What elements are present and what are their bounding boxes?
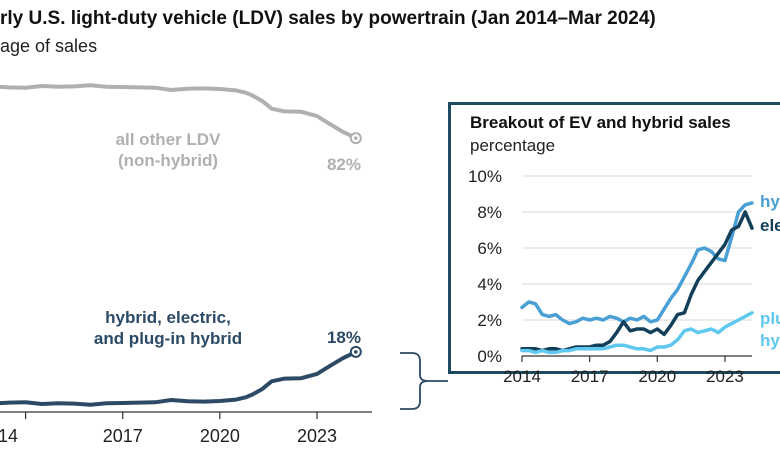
inset-grid	[522, 175, 752, 321]
series-end-marker-dot	[354, 350, 358, 354]
chart-subtitle: age of sales	[0, 36, 98, 56]
inset-x-tick-label: 2020	[638, 367, 676, 386]
inset-y-tick-label: 8%	[477, 203, 502, 222]
inset-label-hybrid: hy	[760, 192, 780, 211]
inset-series-line-electric	[520, 210, 754, 353]
inset-x-tick-label: 2014	[503, 367, 541, 386]
inset-y-tick-label: 4%	[477, 275, 502, 294]
annotation-electrified-value: 18%	[327, 328, 361, 347]
inset-label-plug-in-hybrid-line1: plu	[760, 309, 780, 328]
inset-y-tick-label: 2%	[477, 311, 502, 330]
inset-y-tick-label: 10%	[468, 167, 502, 186]
inset-series-labels: hy ele plu hy	[760, 192, 780, 350]
series-line-all-other-ldv-non-hybrid	[0, 83, 358, 141]
inset-x-tick-label: 2023	[706, 367, 744, 386]
main-x-axis: 14 2017 2020 2023	[0, 411, 372, 446]
inset-label-plug-in-hybrid-line2: hy	[760, 331, 780, 350]
annotation-non-hybrid-line1: all other LDV	[116, 130, 222, 149]
inset-series-line-plug-in-hybrid	[520, 311, 754, 355]
inset-series-group	[520, 201, 754, 355]
inset-y-tick-label: 0%	[477, 347, 502, 366]
annotation-electrified-line2: and plug-in hybrid	[94, 329, 242, 348]
annotation-non-hybrid-line2: (non-hybrid)	[118, 151, 218, 170]
annotation-electrified-line1: hybrid, electric,	[105, 308, 231, 327]
annotation-non-hybrid-value: 82%	[327, 155, 361, 174]
inset-y-tick-label: 6%	[477, 239, 502, 258]
chart-title: rly U.S. light-duty vehicle (LDV) sales …	[0, 8, 656, 29]
series-line-hybrid-electric-and-plug-in-hybrid	[0, 349, 358, 407]
inset-title: Breakout of EV and hybrid sales	[470, 113, 731, 132]
main-annotations: all other LDV (non-hybrid) 82% hybrid, elec…	[94, 130, 361, 348]
main-x-tick-label: 2017	[103, 426, 143, 446]
inset-series-line-hybrid	[520, 201, 754, 326]
main-series-group	[0, 83, 362, 407]
main-x-tick-label: 2023	[297, 426, 337, 446]
main-x-tick-label: 14	[0, 426, 18, 446]
main-x-tick-label: 2020	[200, 426, 240, 446]
inset-x-tick-label: 2017	[571, 367, 609, 386]
inset-axes: 10% 8% 6% 4% 2% 0%2014 2017 2020 2023	[468, 167, 752, 386]
series-end-marker-dot	[354, 136, 358, 140]
inset-label-electric: ele	[760, 216, 780, 235]
inset-y-axis-label: percentage	[470, 136, 556, 155]
